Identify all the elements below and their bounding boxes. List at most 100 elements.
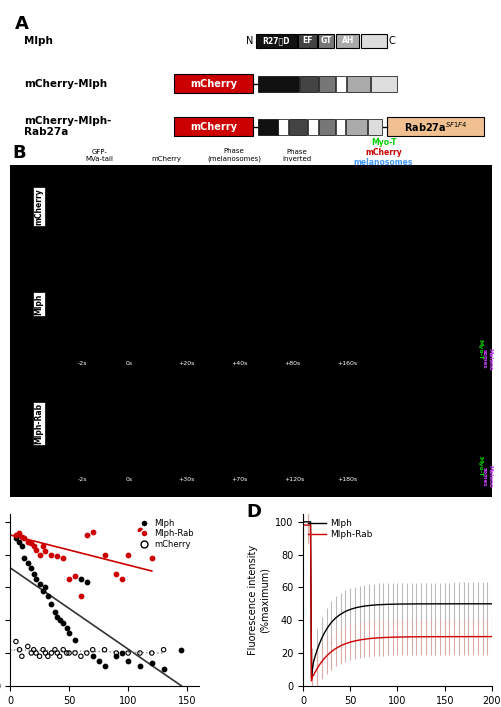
Point (18, 650, 26, 662)
Point (12, 530, 20, 541)
Text: +40s: +40s (231, 361, 247, 366)
Text: Mlph: Mlph (25, 36, 53, 46)
Text: +70s: +70s (231, 477, 247, 481)
Text: C: C (388, 36, 395, 46)
Point (56, 614, 64, 626)
Text: AH: AH (341, 37, 353, 45)
Point (77, 590, 85, 601)
Bar (258, 76, 299, 92)
Mlph-Rab (308, 677, 314, 685)
Bar (298, 33, 316, 48)
Point (71, 648, 79, 659)
Point (44, 590, 52, 601)
Point (63, 623, 71, 634)
Bar (367, 119, 381, 134)
Point (18, 541, 26, 552)
Point (36, 549, 44, 560)
Text: EF: EF (302, 37, 312, 45)
Text: mCherry: mCherry (190, 122, 237, 132)
Mlph (300, 518, 306, 526)
Point (42, 546, 50, 557)
Point (77, 573, 85, 585)
Mlph (380, 600, 386, 609)
Point (53, 551, 61, 562)
Point (59, 644, 67, 655)
Text: Myo-T: Myo-T (370, 138, 395, 147)
Text: N: N (245, 36, 253, 46)
Point (77, 650, 85, 662)
Point (89, 644, 97, 655)
Bar (336, 33, 359, 48)
Bar (278, 119, 288, 134)
Point (39, 644, 47, 655)
Point (18, 531, 26, 542)
Point (36, 578, 44, 590)
Bar (317, 33, 334, 48)
Point (47, 598, 55, 609)
Text: mCherry: mCherry (35, 188, 44, 225)
Point (27, 537, 35, 549)
Point (124, 549, 132, 560)
Point (44, 650, 52, 662)
Point (112, 568, 120, 580)
Line: Mlph-Rab: Mlph-Rab (303, 525, 491, 681)
Point (100, 549, 108, 560)
Point (20, 532, 28, 544)
Bar (336, 76, 345, 92)
Mlph-Rab (369, 634, 375, 643)
Mlph-Rab (402, 633, 408, 641)
Mlph (300, 518, 306, 526)
Point (24, 536, 32, 547)
Text: melanosomes: melanosomes (353, 158, 412, 167)
Mlph-Rab (300, 521, 306, 530)
Mlph (488, 600, 494, 608)
Point (32, 648, 40, 659)
Text: -2s: -2s (77, 477, 87, 481)
Text: Melano
somes: Melano somes (481, 465, 491, 488)
Mlph (402, 600, 408, 608)
Point (53, 648, 61, 659)
Point (89, 526, 97, 537)
Point (27, 648, 35, 659)
Bar (258, 119, 277, 134)
Point (47, 549, 55, 560)
Point (12, 532, 20, 544)
Text: Phase
inverted: Phase inverted (282, 148, 311, 162)
Text: mCherry-Mlph: mCherry-Mlph (25, 78, 107, 89)
Point (59, 552, 67, 563)
Point (71, 571, 79, 582)
Point (159, 664, 167, 675)
Point (16, 527, 24, 539)
Bar (289, 119, 307, 134)
Text: mCherry-Mlph-
Rab27a: mCherry-Mlph- Rab27a (25, 116, 112, 137)
Point (42, 648, 50, 659)
Point (63, 648, 71, 659)
Text: GFP-
MVa-tail: GFP- MVa-tail (85, 148, 113, 162)
Line: Mlph: Mlph (303, 522, 491, 677)
Point (30, 644, 38, 655)
Bar (360, 33, 387, 48)
Point (112, 650, 120, 662)
Point (36, 650, 44, 662)
Point (51, 644, 59, 655)
Point (112, 648, 120, 659)
Text: +80s: +80s (284, 361, 301, 366)
Text: 0s: 0s (125, 477, 133, 481)
Point (83, 577, 91, 588)
Point (16, 644, 24, 655)
Bar (335, 119, 345, 134)
Bar (370, 76, 396, 92)
Point (65, 573, 73, 585)
Point (147, 552, 155, 563)
Mlph-Rab (380, 633, 386, 642)
Bar (308, 119, 317, 134)
Text: Myo-T: Myo-T (476, 457, 481, 477)
Point (32, 573, 40, 585)
Text: B: B (13, 144, 26, 162)
Point (24, 641, 32, 652)
Mlph (369, 601, 375, 609)
Mlph-Rab (488, 632, 494, 641)
Point (136, 660, 144, 672)
Point (124, 648, 132, 659)
Text: +30s: +30s (178, 477, 195, 481)
